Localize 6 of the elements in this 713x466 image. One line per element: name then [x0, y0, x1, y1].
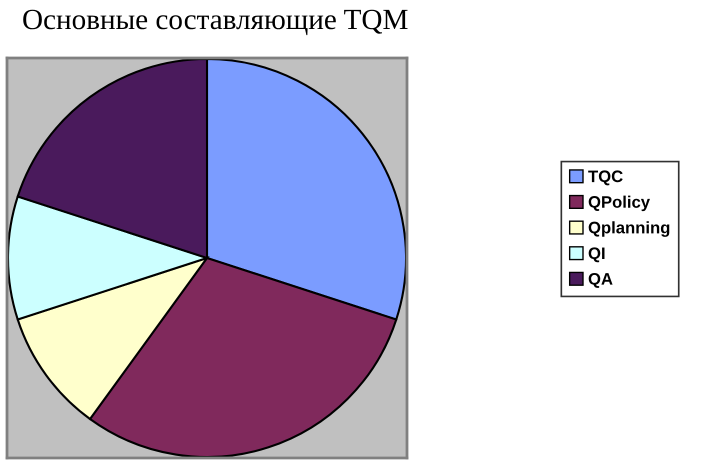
- chart-title: Основные составляющие TQM: [23, 10, 408, 36]
- legend-label: QA: [588, 273, 613, 288]
- legend-label: QPolicy: [588, 196, 650, 212]
- legend-label: QI: [588, 247, 604, 262]
- legend-label: Qplanning: [588, 221, 670, 237]
- legend-label: TQC: [588, 170, 623, 186]
